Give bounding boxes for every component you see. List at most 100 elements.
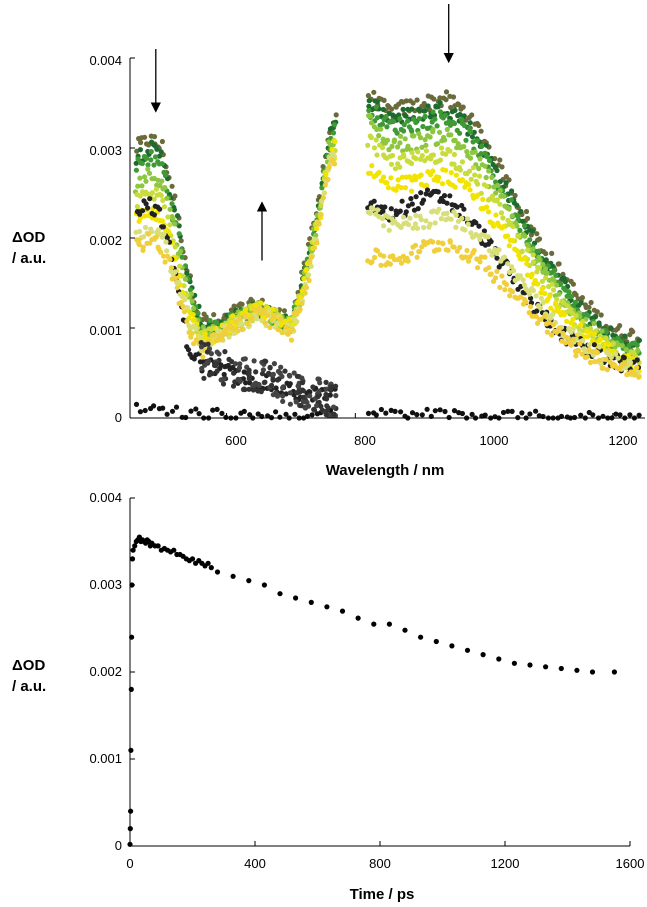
top-series-6-point: [151, 212, 157, 218]
top-series-5-point: [418, 172, 424, 178]
top-series-3-point: [384, 137, 391, 143]
top-series-7-point: [506, 269, 513, 275]
top-series-3-point: [376, 133, 382, 139]
top-dark-cloud-point: [259, 371, 266, 377]
top-series-4-point: [530, 252, 536, 258]
top-series-5-point: [493, 212, 499, 218]
top-series-8-point: [369, 259, 375, 265]
top-series-7-point: [432, 220, 438, 226]
top-series-5-point: [384, 180, 390, 186]
top-series-8-point: [488, 271, 494, 277]
top-series-8-point: [550, 322, 557, 328]
top-series-5-point: [439, 181, 446, 187]
top-series-3-point: [391, 137, 398, 143]
top-series-8-point: [467, 254, 473, 260]
top-series-2-point: [564, 293, 570, 299]
top-dark-cloud-point: [333, 393, 339, 399]
top-series-5-point: [484, 204, 490, 210]
top-series-8-point: [211, 332, 217, 338]
top-ytick-label-1: 0.001: [89, 323, 122, 338]
top-series-9-point: [482, 412, 488, 418]
top-series-7-point: [370, 206, 376, 212]
top-series-0-point: [617, 323, 623, 329]
top-series-7-point: [413, 212, 419, 219]
bottom-ticks: [129, 497, 631, 847]
top-series-9-point: [169, 408, 176, 414]
top-series-3-point: [486, 168, 492, 174]
top-series-4-point: [373, 137, 379, 143]
top-series-5-point: [243, 306, 249, 312]
bottom-data-point: [128, 808, 134, 814]
top-series-2-point: [143, 155, 149, 161]
top-dark-cloud-point: [275, 368, 282, 374]
top-series-5-point: [501, 223, 507, 230]
top-series-5-point: [436, 174, 442, 180]
top-series-5-point: [591, 331, 598, 337]
top-series-8-point: [546, 320, 552, 326]
top-series-6-point: [621, 355, 627, 361]
top-series-4-point: [368, 135, 374, 141]
top-series-5-point: [538, 290, 544, 296]
top-series-8-point: [275, 327, 281, 333]
top-series-8-point: [283, 324, 289, 330]
top-series-3-point: [482, 163, 488, 169]
top-series-8-point: [308, 254, 314, 261]
top-series-3-point: [467, 155, 474, 161]
top-series-7-point: [414, 225, 421, 231]
top-series-5-point: [329, 147, 335, 153]
top-series-1-point: [380, 106, 386, 113]
top-series-0-point: [549, 250, 555, 256]
top-series-3-point: [395, 144, 401, 150]
top-series-3-point: [483, 174, 489, 181]
top-series-2-point: [434, 123, 440, 129]
bottom-data-point: [208, 565, 214, 571]
top-series-8-point: [451, 244, 457, 250]
top-series-9-point: [533, 408, 539, 414]
top-series-2-point: [451, 120, 458, 127]
top-ytick-label-4: 0.004: [89, 53, 122, 68]
top-xtick-label-800: 800: [354, 433, 376, 448]
top-series-8-point: [492, 275, 499, 281]
top-dark-cloud-point: [251, 358, 257, 364]
top-series-0-point: [594, 309, 600, 315]
bottom-data-point: [155, 543, 161, 549]
top-series-8-point: [556, 325, 562, 331]
top-series-4-point: [551, 287, 557, 293]
top-series-3-point: [540, 261, 546, 267]
top-series-3-point: [178, 248, 184, 254]
top-series-8-point: [577, 341, 583, 347]
top-series-1-point: [469, 134, 475, 140]
top-dark-cloud-point: [315, 393, 321, 400]
top-series-1-point: [578, 300, 584, 306]
top-series-8-point: [239, 326, 245, 333]
top-series-3-point: [615, 342, 622, 348]
top-series-8-point: [302, 290, 308, 296]
top-series-8-point: [503, 281, 510, 288]
top-series-9-point: [392, 408, 398, 414]
top-series-5-point: [202, 331, 208, 337]
top-dark-cloud-point: [208, 351, 214, 357]
top-series-4-point: [587, 325, 594, 332]
top-series-8-point: [523, 299, 529, 305]
top-dark-cloud-point: [307, 393, 313, 399]
top-series-8-point: [435, 239, 441, 246]
top-series-4-point: [392, 166, 399, 172]
top-series-8-point: [507, 293, 513, 299]
top-series-9-point: [578, 412, 584, 418]
top-series-8-point: [172, 275, 178, 281]
top-series-4-point: [546, 283, 552, 290]
top-series-9-point: [151, 403, 157, 409]
top-series-2-point: [420, 123, 426, 130]
top-series-2-point: [553, 272, 559, 278]
top-series-9-point: [265, 413, 271, 419]
top-series-8-point: [272, 312, 278, 319]
top-series-1-point: [503, 180, 509, 186]
top-series-2-point: [458, 116, 465, 123]
top-series-2-point: [397, 116, 403, 122]
top-series-8-point: [509, 289, 516, 295]
top-series-8-point: [430, 239, 436, 245]
top-series-8-point: [249, 315, 255, 321]
top-series-0-point: [560, 271, 566, 277]
top-series-4-point: [151, 196, 157, 202]
top-series-7-point: [172, 269, 178, 275]
